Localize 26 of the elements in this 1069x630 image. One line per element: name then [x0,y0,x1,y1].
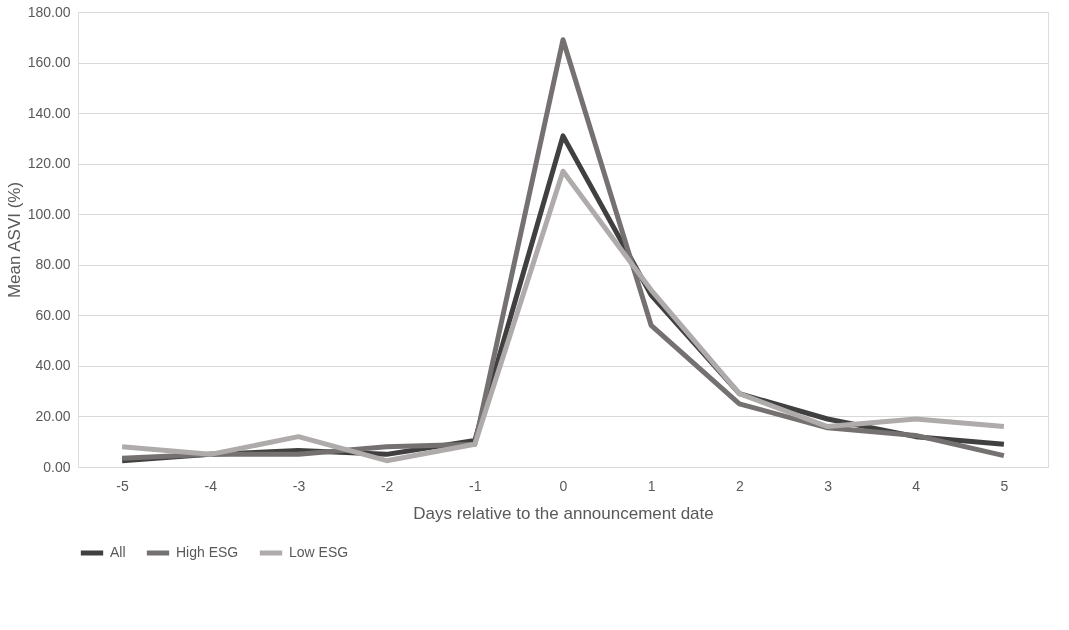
x-tick-label: 4 [912,477,921,494]
legend-label: Low ESG [289,544,349,560]
x-tick-label: 1 [647,477,656,494]
y-tick-label: 40.00 [35,357,71,374]
x-tick-label: 0 [559,477,568,494]
y-tick-label: 120.00 [27,155,71,172]
y-tick-label: 140.00 [27,104,71,121]
y-tick-label: 60.00 [35,306,71,323]
y-tick-label: 180.00 [27,3,71,20]
legend-label: All [110,544,126,560]
x-tick-label: 2 [735,477,744,494]
x-tick-label: -1 [469,477,482,494]
y-axis-title: Mean ASVI (%) [4,181,24,299]
x-tick-label: -5 [116,477,130,494]
x-tick-label: 3 [824,477,833,494]
x-axis-title: Days relative to the announcement date [413,503,714,523]
y-tick-label: 0.00 [43,458,71,475]
y-tick-label: 160.00 [27,54,71,71]
legend-label: High ESG [176,544,239,560]
x-tick-label: -2 [380,477,394,494]
y-tick-label: 20.00 [35,407,71,424]
y-tick-label: 100.00 [27,205,71,222]
y-tick-label: 80.00 [35,256,71,273]
x-tick-label: -4 [204,477,218,494]
x-tick-label: 5 [1000,477,1009,494]
x-tick-label: -3 [292,477,306,494]
